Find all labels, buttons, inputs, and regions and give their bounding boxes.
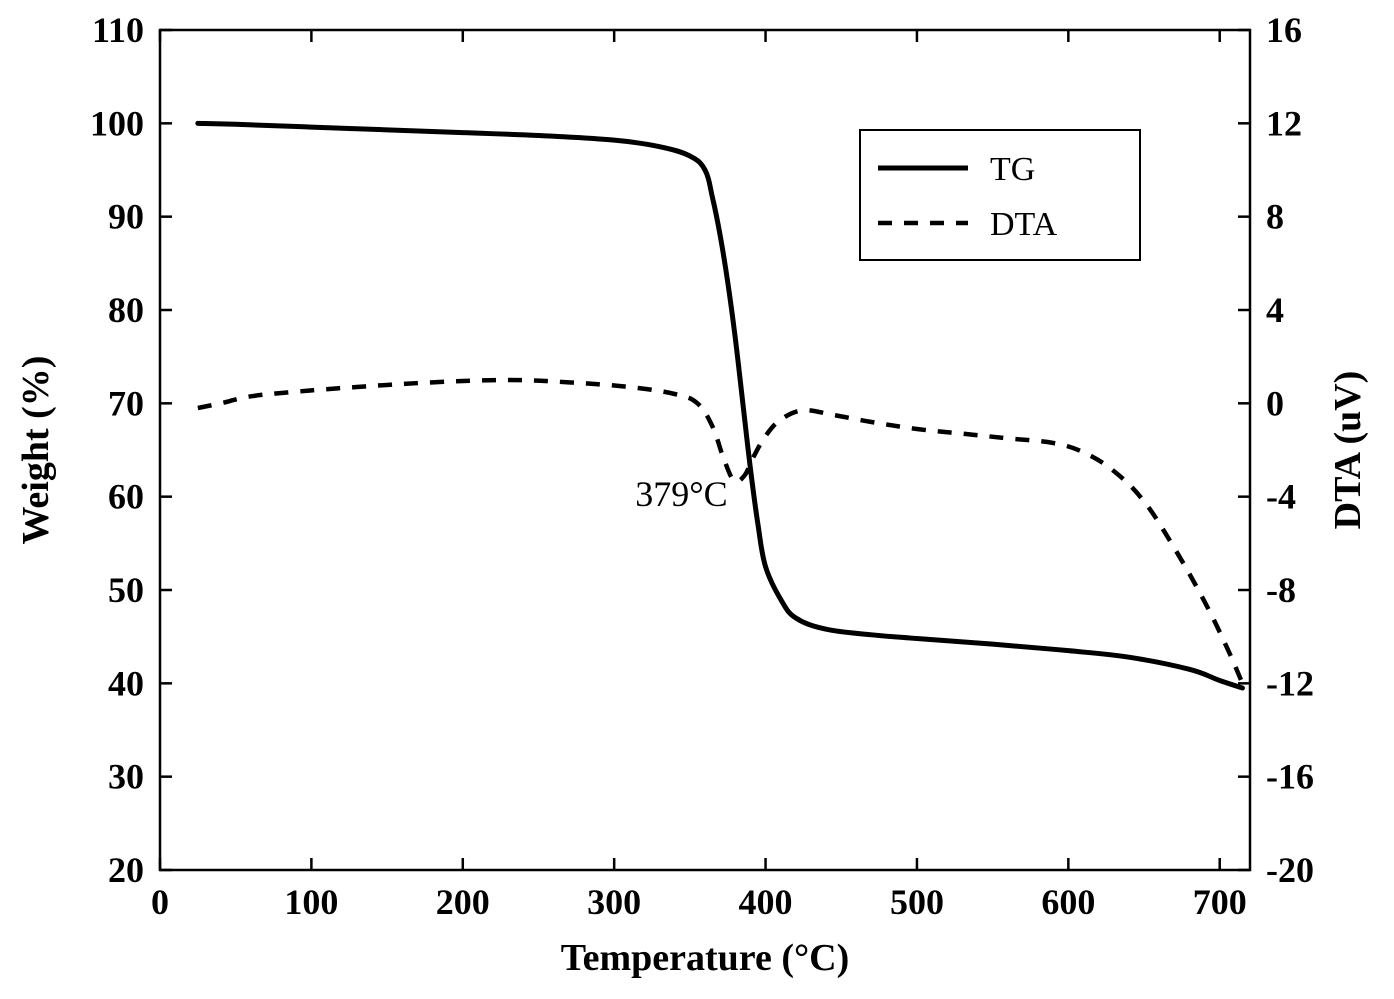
y-left-axis-label: Weight (%)	[15, 356, 57, 545]
x-tick-label: 200	[436, 882, 490, 922]
y-left-tick-label: 50	[108, 570, 144, 610]
y-right-tick-label: 12	[1266, 103, 1302, 143]
dta-series-line	[198, 380, 1243, 683]
y-left-tick-label: 70	[108, 383, 144, 423]
y-left-tick-label: 20	[108, 850, 144, 890]
y-left-tick-label: 30	[108, 757, 144, 797]
y-left-tick-label: 40	[108, 663, 144, 703]
y-left-tick-label: 90	[108, 197, 144, 237]
legend-dta-label: DTA	[990, 206, 1058, 243]
y-left-tick-label: 80	[108, 290, 144, 330]
x-tick-label: 100	[284, 882, 338, 922]
x-tick-label: 700	[1193, 882, 1247, 922]
y-right-tick-label: 0	[1266, 383, 1284, 423]
y-right-tick-label: 8	[1266, 197, 1284, 237]
y-right-axis-label: DTA (uV)	[1327, 371, 1369, 530]
x-tick-label: 300	[587, 882, 641, 922]
y-left-tick-label: 100	[90, 103, 144, 143]
legend-tg-label: TG	[990, 151, 1035, 188]
x-tick-label: 500	[890, 882, 944, 922]
x-tick-label: 0	[151, 882, 169, 922]
y-right-tick-label: -20	[1266, 850, 1314, 890]
x-tick-label: 400	[739, 882, 793, 922]
y-right-tick-label: 4	[1266, 290, 1284, 330]
annotation-379c: 379°C	[635, 474, 727, 514]
y-left-tick-label: 60	[108, 477, 144, 517]
y-right-tick-label: -8	[1266, 570, 1296, 610]
y-left-tick-label: 110	[92, 10, 144, 50]
y-right-tick-label: -16	[1266, 757, 1314, 797]
x-tick-label: 600	[1041, 882, 1095, 922]
y-right-tick-label: -12	[1266, 663, 1314, 703]
x-axis-label: Temperature (°C)	[561, 937, 850, 979]
y-right-tick-label: -4	[1266, 477, 1296, 517]
y-right-tick-label: 16	[1266, 10, 1302, 50]
tg-dta-chart: 0100200300400500600700203040506070809010…	[0, 0, 1394, 999]
